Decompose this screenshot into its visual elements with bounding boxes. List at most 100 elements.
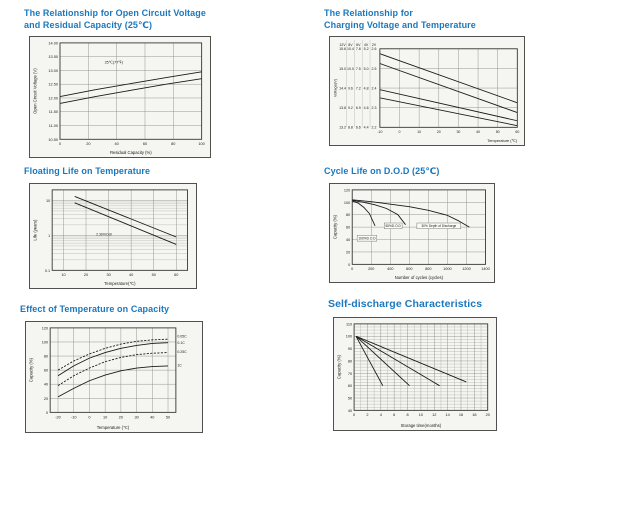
svg-text:20: 20 — [44, 396, 48, 400]
svg-text:6V: 6V — [356, 43, 361, 47]
svg-text:11.50: 11.50 — [49, 111, 58, 115]
svg-text:Capacity (%): Capacity (%) — [336, 354, 341, 379]
svg-text:20: 20 — [84, 273, 88, 277]
svg-text:60: 60 — [174, 273, 178, 277]
svg-text:0.1: 0.1 — [45, 268, 50, 272]
svg-text:1000: 1000 — [443, 267, 451, 271]
section-charging-voltage-temperature: The Relationship for Charging Voltage an… — [324, 8, 525, 147]
svg-text:40: 40 — [115, 143, 119, 147]
svg-text:Capacity (%): Capacity (%) — [333, 214, 338, 239]
svg-text:100: 100 — [346, 334, 352, 338]
svg-text:2.2: 2.2 — [372, 126, 377, 130]
svg-text:1: 1 — [48, 234, 50, 238]
chart-title-charging-voltage: The Relationship for Charging Voltage an… — [324, 8, 525, 31]
svg-text:100: 100 — [198, 143, 204, 147]
title-line-2: Charging Voltage and Temperature — [324, 19, 476, 30]
svg-text:60: 60 — [44, 368, 48, 372]
svg-text:9.2: 9.2 — [348, 106, 353, 110]
svg-text:4: 4 — [380, 413, 383, 417]
svg-text:40: 40 — [348, 408, 352, 412]
svg-text:0.05C: 0.05C — [177, 334, 187, 338]
svg-text:0: 0 — [88, 415, 90, 419]
svg-text:25℃(77℉): 25℃(77℉) — [105, 61, 123, 65]
svg-text:13.8: 13.8 — [339, 106, 346, 110]
section-floating-life: Floating Life on Temperature 10 20 30 40 50 6… — [24, 166, 197, 289]
svg-text:Residual Capacity (%): Residual Capacity (%) — [110, 150, 152, 155]
title-line-1: Cycle Life on D.O.D (25℃) — [324, 166, 440, 176]
ocv-vs-residual-capacity-chart: 0 20 40 60 80 100 14.00 13.50 13.00 12.50 12.00 11.… — [29, 36, 211, 159]
svg-text:6: 6 — [393, 413, 395, 417]
svg-text:13.2: 13.2 — [339, 126, 346, 130]
svg-text:7.5: 7.5 — [356, 67, 361, 71]
svg-text:8V: 8V — [348, 43, 353, 47]
svg-text:13.50: 13.50 — [48, 56, 58, 60]
svg-text:7.8: 7.8 — [356, 48, 361, 52]
svg-text:-10: -10 — [71, 415, 77, 419]
svg-text:1C: 1C — [177, 363, 182, 367]
svg-text:7.2: 7.2 — [356, 87, 361, 91]
svg-text:0: 0 — [348, 263, 350, 267]
svg-text:2.30V/Cell: 2.30V/Cell — [96, 232, 112, 236]
svg-text:10: 10 — [419, 413, 423, 417]
svg-text:14.00: 14.00 — [48, 42, 58, 46]
svg-text:15.6: 15.6 — [339, 48, 346, 52]
section-ocv-residual-capacity: The Relationship for Open Circuit Voltag… — [24, 8, 211, 159]
svg-text:6.9: 6.9 — [356, 106, 361, 110]
svg-text:4.4: 4.4 — [364, 126, 369, 130]
svg-text:60: 60 — [346, 225, 350, 229]
svg-text:80: 80 — [346, 213, 350, 217]
svg-text:20: 20 — [346, 250, 350, 254]
svg-text:10: 10 — [417, 131, 421, 135]
svg-text:1400: 1400 — [481, 267, 489, 271]
svg-text:2.6: 2.6 — [372, 48, 377, 52]
title-line-2: and Residual Capacity (25℃) — [24, 19, 153, 30]
svg-text:100: 100 — [42, 340, 48, 344]
floating-life-on-temperature-chart: 10 20 30 40 50 60 10 1 0.1 Temperature(℃) Life (ye… — [29, 182, 197, 289]
svg-text:10: 10 — [61, 273, 65, 277]
svg-text:0: 0 — [351, 267, 353, 271]
chart-title-temp-capacity: Effect of Temperature on Capacity — [20, 304, 203, 316]
svg-text:2.3: 2.3 — [372, 106, 377, 110]
title-line-1: The Relationship for — [324, 8, 414, 18]
svg-text:14.4: 14.4 — [339, 87, 346, 91]
svg-text:4.8: 4.8 — [364, 87, 369, 91]
svg-text:10.50: 10.50 — [48, 138, 58, 142]
svg-text:20: 20 — [437, 131, 441, 135]
svg-text:60: 60 — [143, 143, 147, 147]
svg-text:40: 40 — [346, 238, 350, 242]
svg-text:40: 40 — [150, 415, 154, 419]
svg-text:Capacity (%): Capacity (%) — [28, 357, 33, 382]
svg-text:120: 120 — [344, 188, 350, 192]
svg-text:30: 30 — [134, 415, 138, 419]
svg-text:0: 0 — [46, 411, 48, 415]
svg-text:20: 20 — [119, 415, 123, 419]
svg-text:80: 80 — [348, 359, 352, 363]
svg-text:Temperature (℃): Temperature (℃) — [487, 138, 518, 143]
svg-text:40: 40 — [44, 382, 48, 386]
svg-text:12.00: 12.00 — [48, 97, 58, 101]
svg-text:20: 20 — [486, 413, 490, 417]
chart-title-self-discharge: Self-discharge Characteristics — [328, 298, 497, 312]
self-discharge-characteristics-chart: 0 2 4 6 8 10 12 14 16 18 20 40 50 60 70 80 90 100 110 Stora… — [333, 316, 497, 431]
svg-text:0: 0 — [399, 131, 401, 135]
svg-text:-20: -20 — [55, 415, 61, 419]
section-temperature-capacity: Effect of Temperature on Capacity -20 -10… — [20, 304, 203, 433]
svg-text:5.2: 5.2 — [364, 48, 369, 52]
svg-text:0: 0 — [59, 143, 61, 147]
svg-text:90: 90 — [348, 347, 352, 351]
svg-text:2V: 2V — [372, 43, 377, 47]
svg-text:800: 800 — [425, 267, 431, 271]
svg-text:80: 80 — [44, 354, 48, 358]
svg-text:40: 40 — [129, 273, 133, 277]
svg-text:Storage time(months): Storage time(months) — [401, 423, 442, 428]
svg-text:30% Depth of Discharge: 30% Depth of Discharge — [421, 224, 456, 228]
svg-text:6.6: 6.6 — [356, 126, 361, 130]
svg-text:5.0: 5.0 — [364, 67, 369, 71]
svg-text:70: 70 — [348, 371, 352, 375]
svg-text:8.8: 8.8 — [348, 126, 353, 130]
title-line-1: The Relationship for Open Circuit Voltag… — [24, 8, 206, 18]
svg-text:14: 14 — [445, 413, 450, 417]
svg-text:0.25C: 0.25C — [177, 350, 187, 354]
